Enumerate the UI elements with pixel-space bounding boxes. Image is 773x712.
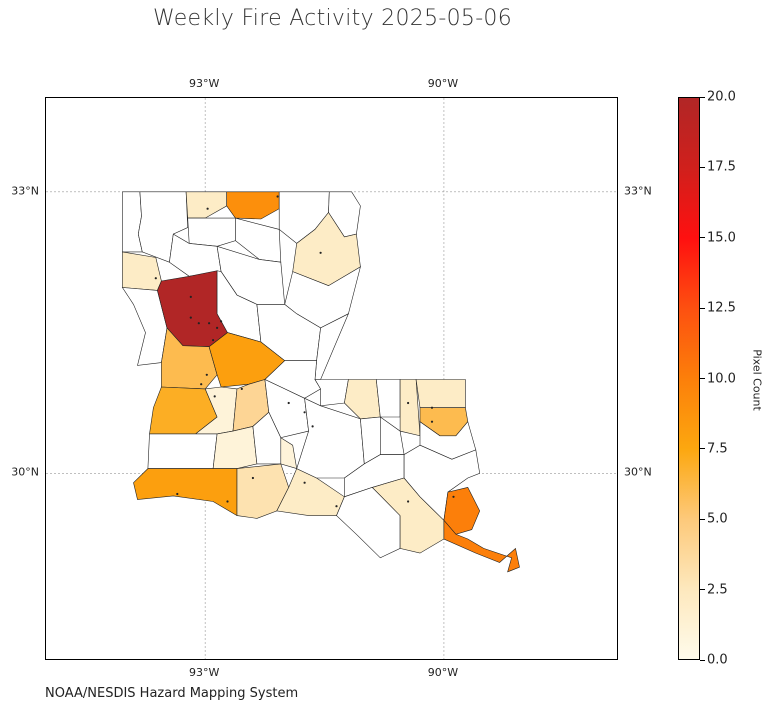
colorbar-tick-mark [700,378,705,379]
parish-west-feliciana [314,379,349,407]
colorbar-title: Pixel Count [750,349,764,411]
fire-point [430,406,434,409]
fire-point [303,481,306,484]
parish-de-soto [122,251,162,291]
lat-tick-label-left: 30°N [11,465,39,479]
source-credit: NOAA/NESDIS Hazard Mapping System [45,686,299,701]
parish-calcasieu [147,433,218,469]
colorbar-tick-mark [700,237,705,239]
colorbar-tick-mark [700,589,705,591]
fire-point [216,326,219,329]
parish-union [226,191,280,220]
fire-point [176,492,179,496]
colorbar-tick-mark [700,659,705,661]
colorbar-tick-mark [700,96,705,98]
fire-point [226,500,229,503]
fire-point [319,251,322,254]
fire-point [335,505,338,508]
colorbar-tick-label: 15.0 [707,230,736,246]
fire-point [452,495,455,498]
fire-point [197,322,200,325]
lat-tick-label-right: 30°N [624,465,652,479]
colorbar-tick-mark [700,518,705,520]
map-canvas[interactable] [46,98,618,660]
colorbar-tick-label: 0.0 [707,652,728,668]
parish-washington-n [415,379,466,409]
colorbar-tick-label: 20.0 [707,89,736,105]
fire-point [154,277,157,280]
parish-caddo [122,191,143,253]
colorbar-tick-label: 17.5 [707,159,736,175]
fire-point [276,195,279,198]
lon-tick-label-bottom: 93°W [188,666,220,679]
fire-point [208,322,211,325]
colorbar [678,97,700,660]
fire-point [189,316,192,319]
fire-point [189,295,192,298]
fire-point [303,411,306,414]
fire-point [407,401,410,405]
fire-point [200,383,203,386]
parish-cameron [133,468,238,517]
fire-point [430,420,434,423]
colorbar-tick-label: 2.5 [707,582,728,598]
lon-tick-label-top: 90°W [427,77,459,90]
fire-point [311,425,314,428]
colorbar-tick-mark [700,307,705,309]
lon-tick-label-top: 93°W [188,77,220,90]
lat-tick-label-right: 33°N [624,184,652,198]
parish-east-feliciana [344,379,381,420]
lon-tick-label-bottom: 90°W [427,666,459,679]
fire-point [240,387,243,390]
fire-point [287,401,290,405]
colorbar-tick-mark [700,448,705,450]
lat-tick-label-left: 33°N [11,184,39,198]
fire-point [205,373,208,376]
fire-points [154,195,455,508]
parish-lafayette [280,437,298,470]
fire-point [212,339,215,342]
fire-point [213,395,216,398]
colorbar-tick-label: 5.0 [707,511,728,527]
colorbar-tick-label: 7.5 [707,441,728,457]
colorbar-tick-label: 10.0 [707,371,736,386]
parish-plaquemines [443,519,520,573]
parish-layer [121,191,520,573]
map-panel[interactable] [45,97,618,660]
parish-st-helena [375,379,401,418]
colorbar-tick-label: 12.5 [707,300,736,316]
fire-point [220,320,223,323]
fire-point [251,476,254,480]
parish-claiborne [185,191,227,219]
gridlines [46,98,617,659]
fire-point [206,207,209,210]
parish-lincoln [187,217,236,247]
colorbar-tick-mark [700,166,705,168]
parish-tangipahoa [399,379,421,437]
fire-point [407,500,410,503]
chart-title: Weekly Fire Activity 2025-05-06 [152,6,513,31]
